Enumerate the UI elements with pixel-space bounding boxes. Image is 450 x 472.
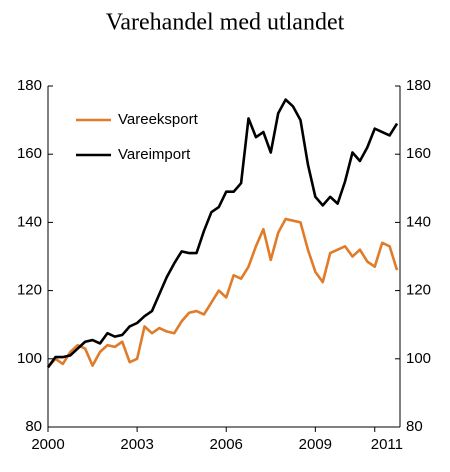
y2-tick-label: 160 (406, 145, 431, 162)
line-series (46, 98, 399, 369)
x-tick-label: 2000 (31, 436, 64, 453)
y2-tick-label: 100 (406, 350, 431, 367)
line-series (47, 217, 399, 369)
legend-label: Vareimport (118, 146, 191, 163)
y-tick-label: 120 (17, 282, 42, 299)
x-tick-label: 2003 (120, 436, 153, 453)
chart-title: Varehandel med utlandet (106, 10, 345, 36)
y-tick-label: 180 (17, 77, 42, 94)
y2-tick-label: 140 (406, 213, 431, 230)
y-tick-label: 140 (17, 213, 42, 230)
x-tick-label: 2009 (299, 436, 332, 453)
y-tick-label: 100 (17, 350, 42, 367)
y2-tick-label: 80 (406, 418, 423, 435)
x-tick-label: 2011 (371, 436, 403, 453)
y2-tick-label: 120 (406, 282, 431, 299)
y2-tick-label: 180 (406, 77, 431, 94)
y-tick-label: 80 (25, 418, 42, 435)
x-tick-label: 2006 (210, 436, 243, 453)
legend-label: Vareeksport (118, 111, 199, 128)
y-tick-label: 160 (17, 145, 42, 162)
